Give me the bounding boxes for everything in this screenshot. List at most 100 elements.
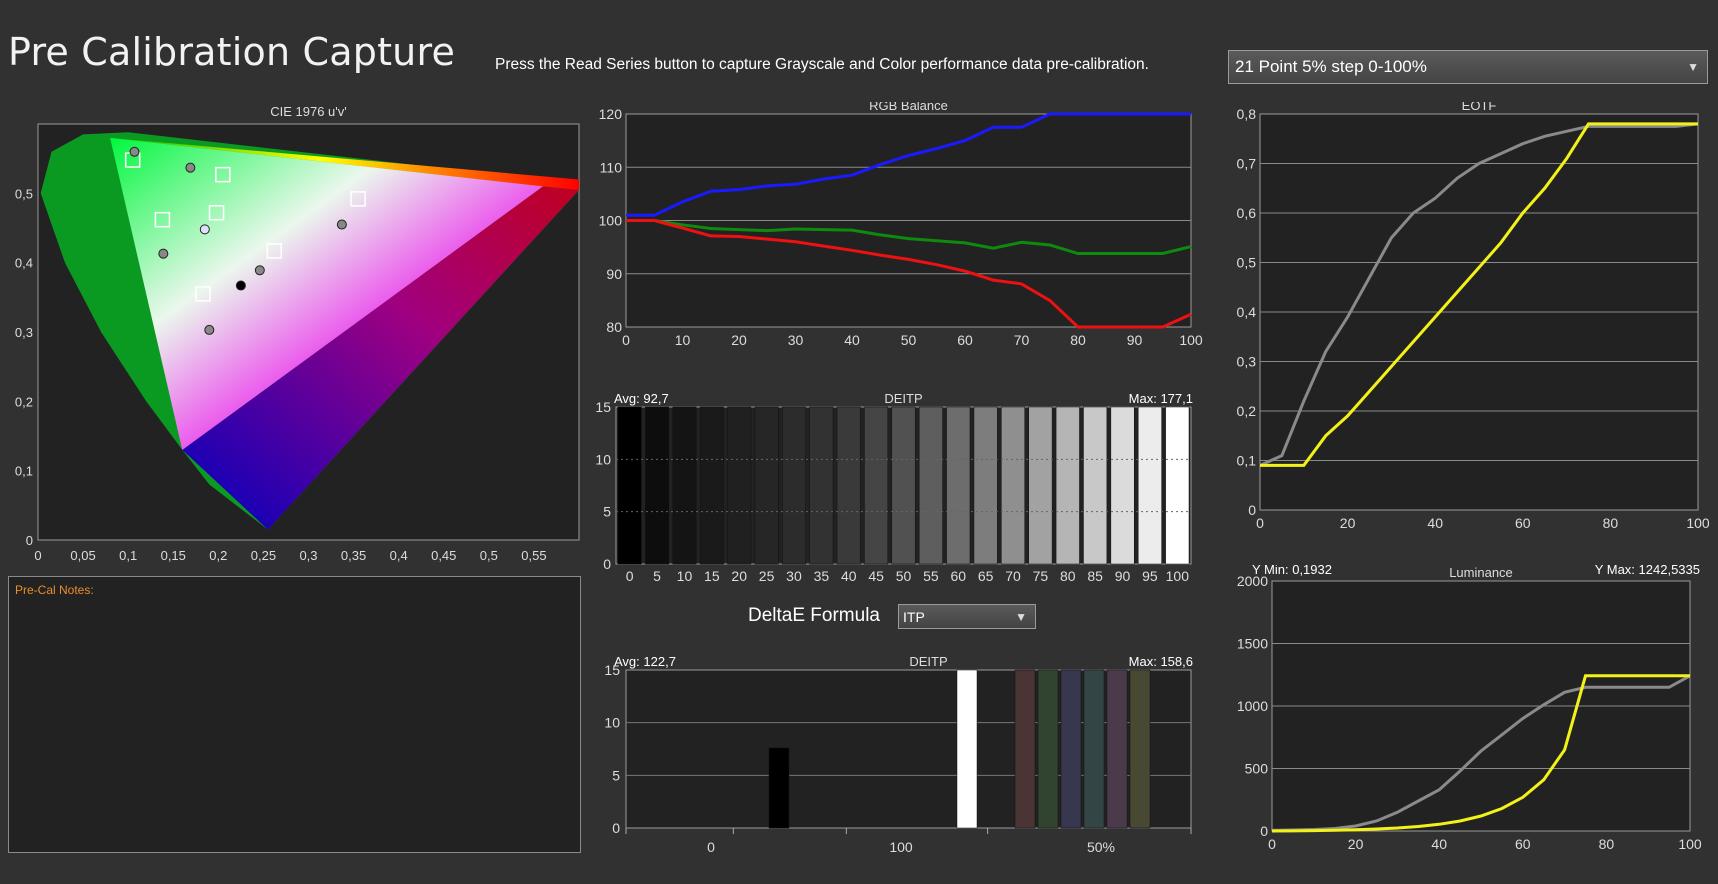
deitp-color-y-tick-label: 5	[612, 767, 620, 783]
luminance-y-tick-label: 500	[1245, 761, 1269, 777]
deitp-color-x-label: 50%	[1087, 839, 1115, 855]
eotf-x-tick-label: 20	[1340, 515, 1356, 531]
eotf-y-tick-label: 0,6	[1237, 205, 1257, 221]
deitp-color-bar	[1060, 669, 1082, 829]
gamut-triangle	[110, 137, 543, 450]
cie-target-square	[350, 191, 366, 207]
eotf-y-tick-label: 0,5	[1237, 255, 1257, 271]
eotf-series-line	[1260, 122, 1698, 467]
deitp-gray-bar	[864, 406, 889, 565]
deltae-formula-value: ITP	[903, 609, 925, 625]
chevron-down-icon: ▼	[1015, 610, 1027, 624]
deitp-gray-y-tick-label: 5	[603, 504, 611, 520]
cie-y-tick-label: 0,5	[15, 186, 33, 201]
cie-target-square	[215, 166, 231, 183]
rgb-x-tick-label: 90	[1127, 332, 1143, 348]
rgb-series-line	[626, 219, 1192, 255]
rgb-x-tick-label: 20	[731, 332, 747, 348]
deitp-color-x-label: 0	[707, 839, 715, 855]
eotf-y-tick-label: 0,7	[1237, 156, 1257, 172]
cie-measured-point	[254, 265, 265, 276]
deitp-gray-x-tick-label: 25	[759, 568, 775, 584]
deitp-color-bar	[1106, 669, 1128, 829]
cie-measured-point	[199, 224, 210, 235]
cie-x-tick-label: 0	[34, 548, 41, 563]
cie-measured-point	[185, 162, 196, 173]
luminance-x-tick-label: 60	[1515, 836, 1531, 852]
cie-x-tick-label: 0,1	[119, 548, 137, 563]
rgb-y-tick-label: 90	[606, 266, 622, 282]
cie-y-tick-label: 0,3	[15, 325, 33, 340]
deitp-gray-x-tick-label: 75	[1033, 568, 1049, 584]
deitp-gray-max-label: Max: 177,1	[1129, 391, 1193, 406]
cie-measured-point	[336, 219, 347, 230]
luminance-y-tick-label: 1500	[1237, 636, 1268, 652]
cie-measured-point	[204, 324, 215, 335]
deitp-gray-x-tick-label: 30	[786, 568, 802, 584]
deitp-gray-x-tick-label: 95	[1142, 568, 1158, 584]
deitp-gray-x-tick-label: 100	[1166, 568, 1190, 584]
deitp-gray-bar	[1137, 406, 1162, 565]
cie-x-tick-label: 0,35	[341, 548, 366, 563]
eotf-y-tick-label: 0	[1248, 502, 1256, 518]
deitp-gray-bar	[1028, 406, 1053, 565]
eotf-chart: EOTF 0 0,1 0,2 0,3 0,4 0,5 0,6 0,7 0,8 0 20 40 60 80 10…	[1237, 102, 1710, 531]
deitp-gray-x-tick-label: 40	[841, 568, 857, 584]
deitp-gray-bar	[1110, 406, 1135, 565]
eotf-x-tick-label: 60	[1515, 515, 1531, 531]
cie-chart-title: CIE 1976 u'v'	[270, 104, 347, 119]
rgb-series-line	[626, 112, 1191, 217]
deitp-color-bar	[956, 669, 978, 829]
deitp-gray-x-tick-label: 90	[1115, 568, 1131, 584]
rgb-title: RGB Balance	[869, 102, 948, 113]
deltae-formula-label: DeltaE Formula	[748, 605, 880, 626]
eotf-x-tick-label: 100	[1686, 515, 1710, 531]
cie-x-tick-label: 0,15	[161, 548, 186, 563]
deitp-gray-bar	[617, 406, 642, 565]
rgb-x-tick-label: 10	[675, 332, 691, 348]
rgb-x-tick-label: 30	[788, 332, 804, 348]
cie-y-tick-label: 0,2	[15, 394, 33, 409]
deitp-gray-bar	[645, 406, 670, 565]
cie-y-tick-label: 0,4	[15, 256, 33, 271]
deitp-gray-x-tick-label: 5	[653, 568, 661, 584]
deitp-gray-x-tick-label: 65	[978, 568, 994, 584]
deitp-gray-bar	[1001, 406, 1025, 565]
eotf-x-tick-label: 80	[1603, 515, 1619, 531]
spectral-locus-upper	[110, 137, 579, 190]
deitp-gray-x-tick-label: 10	[677, 568, 693, 584]
eotf-y-tick-label: 0,3	[1237, 354, 1257, 370]
cie-measured-point	[235, 280, 246, 291]
rgb-y-tick-label: 80	[606, 319, 622, 335]
deitp-color-x-label: 100	[889, 839, 913, 855]
rgb-x-tick-label: 80	[1070, 332, 1086, 348]
rgb-y-tick-label: 110	[600, 159, 623, 175]
rgb-y-tick-label: 120	[599, 106, 623, 122]
eotf-title: EOTF	[1462, 102, 1497, 113]
series-select[interactable]: 21 Point 5% step 0-100% ▼	[1228, 50, 1708, 84]
deitp-gray-bar	[946, 406, 971, 565]
deltae-formula-select[interactable]: ITP ▼	[898, 604, 1036, 629]
luminance-series-line	[1271, 674, 1690, 833]
cie-target-square	[154, 211, 171, 228]
cie-plot	[37, 123, 580, 541]
cie-x-tick-label: 0,3	[299, 548, 317, 563]
notes-panel[interactable]: Pre-Cal Notes:	[8, 576, 581, 853]
eotf-series-line	[1259, 122, 1699, 467]
cie-measured-point	[158, 248, 169, 259]
eotf-y-tick-label: 0,4	[1237, 304, 1257, 320]
luminance-y-min-label: Y Min: 0,1932	[1252, 565, 1332, 577]
cie-chart: CIE 1976 u'v' 0 0,05 0,1 0,15 0,2 0,25 0,3 0,35…	[15, 104, 580, 563]
deitp-gray-bar	[809, 406, 834, 565]
rgb-x-tick-label: 0	[622, 332, 630, 348]
deitp-gray-y-tick-label: 15	[595, 399, 611, 415]
deitp-color-max-label: Max: 158,6	[1129, 654, 1193, 669]
deitp-gray-y-tick-label: 10	[595, 451, 611, 467]
series-select-value: 21 Point 5% step 0-100%	[1235, 57, 1427, 76]
cie-target-square	[266, 243, 282, 259]
deitp-gray-bar	[782, 406, 806, 565]
cie-target-square	[195, 286, 211, 302]
deitp-color-bar	[768, 747, 790, 829]
luminance-title: Luminance	[1449, 565, 1513, 580]
deitp-color-avg-label: Avg: 122,7	[614, 654, 676, 669]
